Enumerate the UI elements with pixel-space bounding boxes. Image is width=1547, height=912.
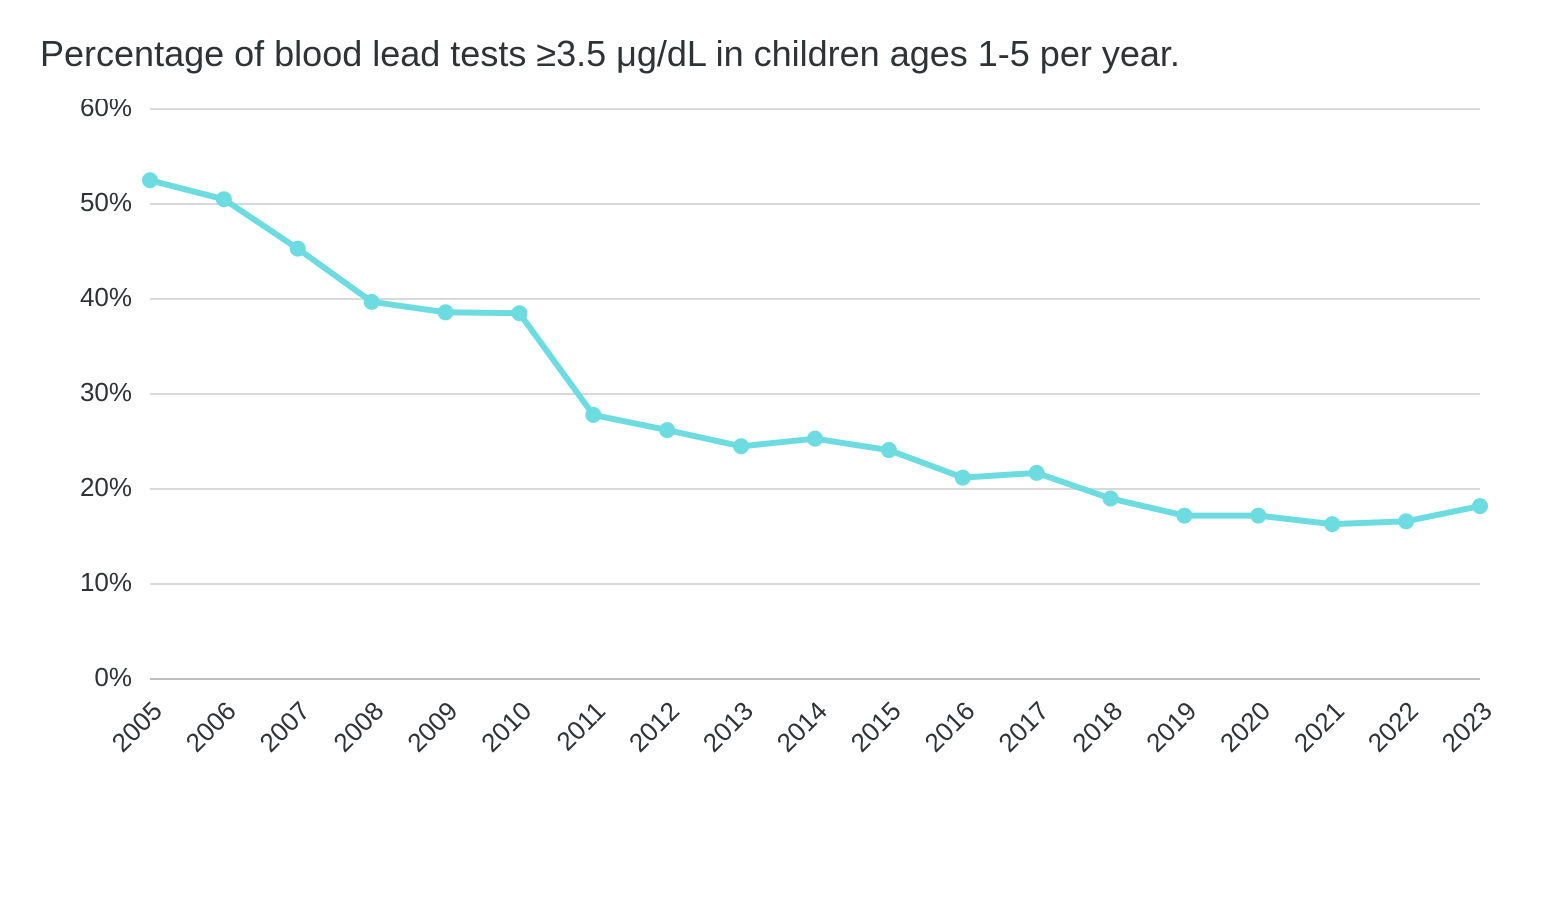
y-axis-tick-label: 0% — [94, 661, 132, 691]
x-axis-tick-label: 2023 — [1436, 695, 1498, 757]
chart-title: Percentage of blood lead tests ≥3.5 μg/d… — [40, 30, 1507, 79]
y-axis-tick-label: 50% — [80, 186, 132, 216]
x-axis-tick-label: 2015 — [845, 695, 907, 757]
series-line — [150, 180, 1480, 524]
x-axis-tick: 2019 — [1140, 695, 1202, 757]
line-chart-svg: 0% 10% 20% 30% 40% 50% 60% 20052006200720082009… — [40, 99, 1500, 799]
data-point-marker — [1250, 507, 1266, 523]
x-axis-tick-label: 2012 — [623, 695, 685, 757]
data-point-marker — [364, 293, 380, 309]
data-point-marker — [1398, 513, 1414, 529]
x-axis-tick-label: 2020 — [1214, 695, 1276, 757]
y-axis-tick-label: 30% — [80, 376, 132, 406]
y-axis-tick-label: 20% — [80, 471, 132, 501]
x-axis-tick-label: 2016 — [918, 695, 980, 757]
x-axis-tick-label: 2013 — [697, 695, 759, 757]
data-point-marker — [807, 430, 823, 446]
data-point-marker — [290, 240, 306, 256]
data-point-marker — [1103, 490, 1119, 506]
x-axis-tick: 2018 — [1066, 695, 1128, 757]
data-point-marker — [1029, 464, 1045, 480]
y-axis-tick-label: 40% — [80, 281, 132, 311]
data-point-marker — [1324, 516, 1340, 532]
x-axis-tick: 2017 — [992, 695, 1054, 757]
x-axis-tick-label: 2018 — [1066, 695, 1128, 757]
x-axis-tick: 2022 — [1362, 695, 1424, 757]
chart-container: Percentage of blood lead tests ≥3.5 μg/d… — [0, 0, 1547, 912]
x-axis-tick-label: 2021 — [1288, 695, 1350, 757]
x-axis-tick-label: 2019 — [1140, 695, 1202, 757]
data-point-marker — [142, 172, 158, 188]
y-axis-tick-label: 10% — [80, 566, 132, 596]
x-axis-tick-label: 2011 — [550, 695, 611, 756]
data-point-marker — [955, 469, 971, 485]
data-point-marker — [1176, 507, 1192, 523]
x-axis-tick: 2020 — [1214, 695, 1276, 757]
x-axis-tick-label: 2006 — [180, 695, 242, 757]
x-axis-tick: 2013 — [697, 695, 759, 757]
x-axis-tick: 2005 — [106, 695, 168, 757]
x-axis-tick-label: 2009 — [401, 695, 463, 757]
x-axis-tick-label: 2005 — [106, 695, 168, 757]
data-point-marker — [585, 406, 601, 422]
data-point-marker — [1472, 498, 1488, 514]
x-axis-tick-label: 2008 — [327, 695, 389, 757]
x-axis-tick-label: 2010 — [475, 695, 537, 757]
x-axis-tick: 2007 — [253, 695, 315, 757]
x-axis-tick: 2016 — [918, 695, 980, 757]
x-axis-tick: 2021 — [1288, 695, 1350, 757]
data-point-marker — [659, 422, 675, 438]
data-point-marker — [511, 305, 527, 321]
x-axis-tick: 2008 — [327, 695, 389, 757]
y-axis-tick-label: 60% — [80, 99, 132, 122]
x-axis-tick: 2006 — [180, 695, 242, 757]
data-point-marker — [438, 304, 454, 320]
x-axis-tick: 2023 — [1436, 695, 1498, 757]
chart-plot-area: 0% 10% 20% 30% 40% 50% 60% 20052006200720082009… — [40, 99, 1500, 799]
x-axis-tick: 2011 — [550, 695, 611, 756]
x-axis-tick-label: 2007 — [253, 695, 315, 757]
x-axis-tick-label: 2014 — [771, 695, 833, 757]
x-axis-tick-label: 2022 — [1362, 695, 1424, 757]
data-point-marker — [881, 442, 897, 458]
x-axis-tick: 2010 — [475, 695, 537, 757]
x-axis-tick-label: 2017 — [992, 695, 1054, 757]
x-axis-tick: 2009 — [401, 695, 463, 757]
x-axis-tick: 2014 — [771, 695, 833, 757]
x-axis-tick: 2012 — [623, 695, 685, 757]
data-point-marker — [733, 438, 749, 454]
data-point-marker — [216, 191, 232, 207]
x-axis-tick: 2015 — [845, 695, 907, 757]
